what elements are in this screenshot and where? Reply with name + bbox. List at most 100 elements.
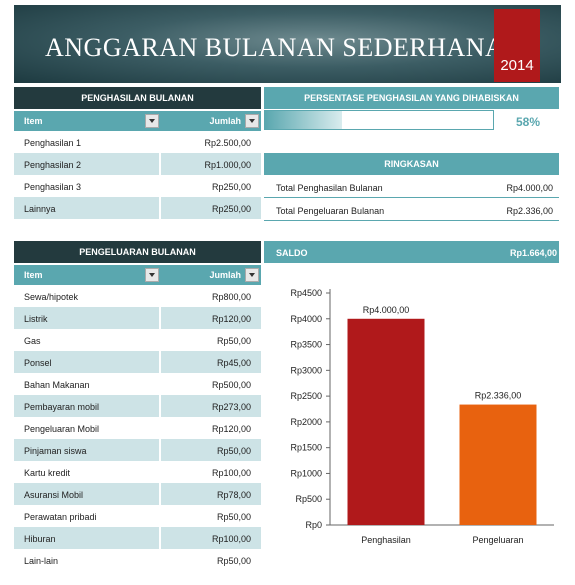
y-tick-label: Rp2500 <box>290 391 322 401</box>
income-table-row[interactable]: Lainnya Rp250,00 <box>14 197 261 219</box>
column-divider <box>159 527 161 549</box>
expenses-item-cell: Lain-lain <box>24 556 59 566</box>
column-divider <box>159 351 161 373</box>
income-amount-cell: Rp1.000,00 <box>204 160 251 170</box>
y-tick-label: Rp1500 <box>290 443 322 453</box>
income-item-filter-dropdown-icon[interactable] <box>145 114 159 128</box>
income-item-cell: Penghasilan 1 <box>24 138 82 148</box>
income-item-cell: Penghasilan 3 <box>24 182 82 192</box>
y-tick-label: Rp4000 <box>290 314 322 324</box>
expenses-table-row[interactable]: Ponsel Rp45,00 <box>14 351 261 373</box>
income-table-row[interactable]: Penghasilan 1 Rp2.500,00 <box>14 131 261 153</box>
income-amount-filter-dropdown-icon[interactable] <box>245 114 259 128</box>
income-item-cell: Penghasilan 2 <box>24 160 82 170</box>
expenses-table-row[interactable]: Perawatan pribadi Rp50,00 <box>14 505 261 527</box>
column-divider <box>159 285 161 307</box>
column-divider <box>159 461 161 483</box>
expenses-table-row[interactable]: Listrik Rp120,00 <box>14 307 261 329</box>
balance-label: SALDO <box>276 248 308 258</box>
expenses-item-cell: Ponsel <box>24 358 52 368</box>
income-amount-cell: Rp250,00 <box>211 204 251 214</box>
expenses-amount-cell: Rp50,00 <box>216 336 251 346</box>
expenses-amount-cell: Rp120,00 <box>211 314 251 324</box>
x-category-label: Penghasilan <box>361 535 411 545</box>
income-amount-cell: Rp250,00 <box>211 182 251 192</box>
expenses-amount-cell: Rp45,00 <box>216 358 251 368</box>
summary-value: Rp2.336,00 <box>506 206 553 216</box>
expenses-item-cell: Pembayaran mobil <box>24 402 100 412</box>
expenses-amount-cell: Rp50,00 <box>216 446 251 456</box>
income-table-row[interactable]: Penghasilan 2 Rp1.000,00 <box>14 153 261 175</box>
expenses-item-cell: Asuransi Mobil <box>24 490 84 500</box>
column-divider <box>159 505 161 527</box>
expenses-table-row[interactable]: Sewa/hipotek Rp800,00 <box>14 285 261 307</box>
income-col-amount: Jumlah <box>209 116 241 126</box>
expenses-item-cell: Listrik <box>24 314 48 324</box>
income-header: PENGHASILAN BULANAN <box>14 87 261 109</box>
expenses-amount-cell: Rp120,00 <box>211 424 251 434</box>
expenses-item-cell: Perawatan pribadi <box>24 512 97 522</box>
column-divider <box>159 439 161 461</box>
income-col-item: Item <box>24 116 43 126</box>
expenses-item-cell: Sewa/hipotek <box>24 292 79 302</box>
income-table-row[interactable]: Penghasilan 3 Rp250,00 <box>14 175 261 197</box>
column-divider <box>159 307 161 329</box>
summary-row-total-income[interactable]: Total Penghasilan Bulanan Rp4.000,00 <box>264 175 559 198</box>
bar-data-label: Rp4.000,00 <box>363 305 410 315</box>
expenses-table-row[interactable]: Kartu kredit Rp100,00 <box>14 461 261 483</box>
summary-label: Total Penghasilan Bulanan <box>276 183 383 193</box>
y-tick-label: Rp500 <box>295 494 322 504</box>
expenses-amount-cell: Rp100,00 <box>211 468 251 478</box>
expenses-amount-cell: Rp50,00 <box>216 556 251 566</box>
income-column-header: Item Jumlah <box>14 111 261 131</box>
expenses-col-item: Item <box>24 270 43 280</box>
percent-spent-header: PERSENTASE PENGHASILAN YANG DIHABISKAN <box>264 87 559 109</box>
expenses-table-row[interactable]: Pinjaman siswa Rp50,00 <box>14 439 261 461</box>
y-tick-label: Rp0 <box>305 520 322 530</box>
expenses-table-row[interactable]: Gas Rp50,00 <box>14 329 261 351</box>
column-divider <box>159 153 161 175</box>
column-divider <box>159 395 161 417</box>
y-tick-label: Rp1000 <box>290 468 322 478</box>
expenses-amount-cell: Rp800,00 <box>211 292 251 302</box>
column-divider <box>159 131 161 153</box>
y-tick-label: Rp3000 <box>290 365 322 375</box>
expenses-table-row[interactable]: Hiburan Rp100,00 <box>14 527 261 549</box>
expenses-table-row[interactable]: Lain-lain Rp50,00 <box>14 549 261 571</box>
balance-bar: SALDO Rp1.664,00 <box>264 241 559 263</box>
column-divider <box>159 197 161 219</box>
expenses-col-amount: Jumlah <box>209 270 241 280</box>
expenses-amount-cell: Rp273,00 <box>211 402 251 412</box>
percent-spent-progress-bar <box>264 110 494 130</box>
summary-header: RINGKASAN <box>264 153 559 175</box>
summary-value: Rp4.000,00 <box>506 183 553 193</box>
summary-label: Total Pengeluaran Bulanan <box>276 206 385 216</box>
y-tick-label: Rp3500 <box>290 340 322 350</box>
expenses-item-cell: Bahan Makanan <box>24 380 90 390</box>
expenses-header: PENGELUARAN BULANAN <box>14 241 261 263</box>
expenses-item-cell: Gas <box>24 336 41 346</box>
expenses-amount-filter-dropdown-icon[interactable] <box>245 268 259 282</box>
summary-row-total-expense[interactable]: Total Pengeluaran Bulanan Rp2.336,00 <box>264 198 559 221</box>
expenses-item-filter-dropdown-icon[interactable] <box>145 268 159 282</box>
income-amount-cell: Rp2.500,00 <box>204 138 251 148</box>
income-item-cell: Lainnya <box>24 204 56 214</box>
column-divider <box>159 417 161 439</box>
expenses-table-row[interactable]: Pembayaran mobil Rp273,00 <box>14 395 261 417</box>
x-category-label: Pengeluaran <box>472 535 523 545</box>
expenses-table-row[interactable]: Pengeluaran Mobil Rp120,00 <box>14 417 261 439</box>
expenses-column-header: Item Jumlah <box>14 265 261 285</box>
column-divider <box>159 175 161 197</box>
expenses-amount-cell: Rp78,00 <box>216 490 251 500</box>
expenses-item-cell: Kartu kredit <box>24 468 71 478</box>
column-divider <box>159 329 161 351</box>
expenses-table-row[interactable]: Bahan Makanan Rp500,00 <box>14 373 261 395</box>
expenses-table-row[interactable]: Asuransi Mobil Rp78,00 <box>14 483 261 505</box>
year-label: 2014 <box>500 57 534 74</box>
bar-penghasilan <box>347 318 425 525</box>
expenses-item-cell: Pinjaman siswa <box>24 446 87 456</box>
title-banner: ANGGARAN BULANAN SEDERHANA 2014 <box>14 5 561 83</box>
bar-data-label: Rp2.336,00 <box>475 391 522 401</box>
expenses-item-cell: Hiburan <box>24 534 56 544</box>
expenses-item-cell: Pengeluaran Mobil <box>24 424 100 434</box>
